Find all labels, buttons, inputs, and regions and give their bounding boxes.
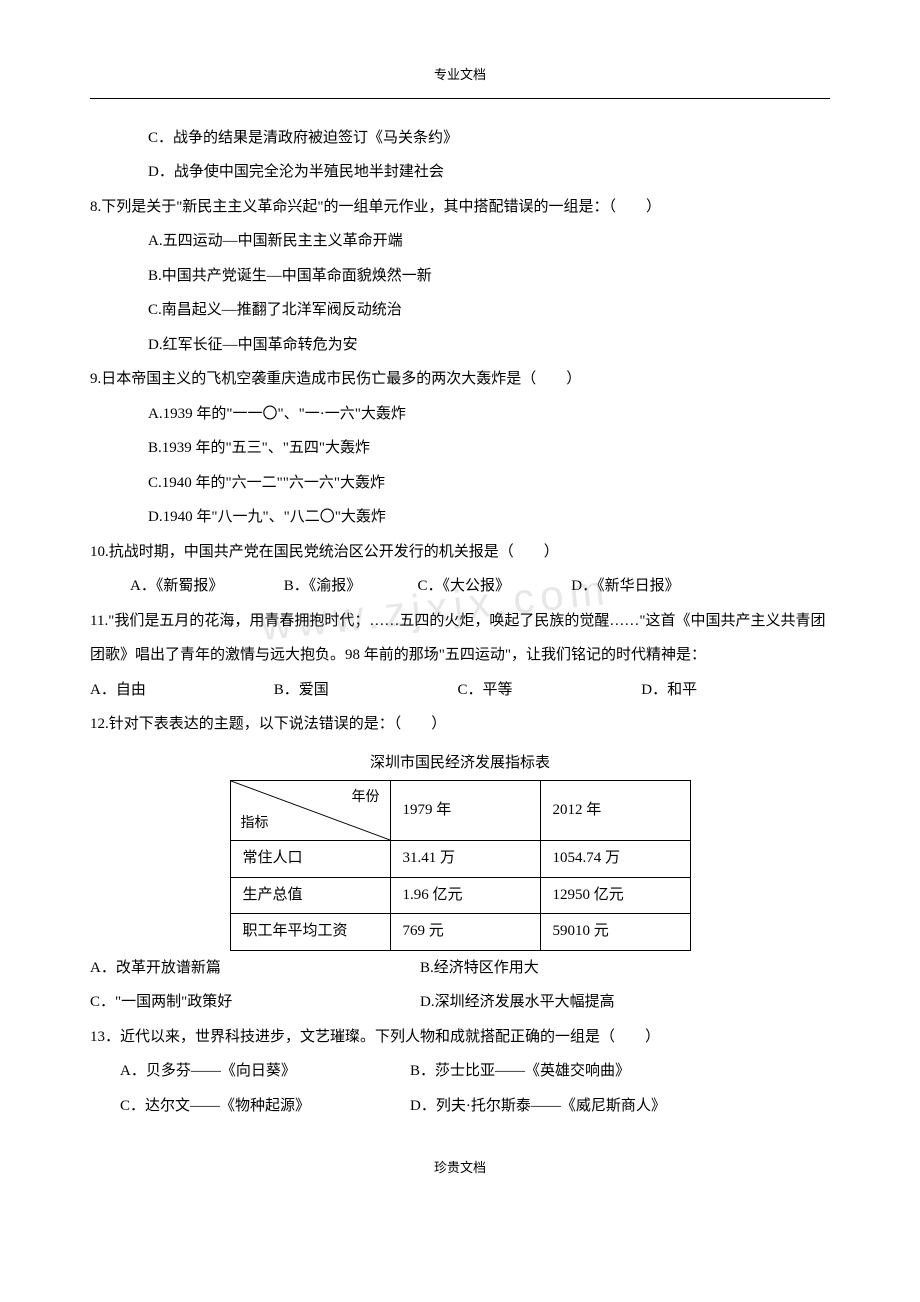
q8-stem: 8.下列是关于"新民主主义革命兴起"的一组单元作业，其中搭配错误的一组是：（ ） — [90, 190, 830, 225]
q10-option-b: B．《渝报》 — [284, 569, 414, 604]
q11-option-b: B．爱国 — [274, 673, 454, 708]
q9-option-c: C.1940 年的"六一二""六一六"大轰炸 — [90, 466, 830, 501]
q8-option-b: B.中国共产党诞生—中国革命面貌焕然一新 — [90, 259, 830, 294]
q11-stem: 11."我们是五月的花海，用青春拥抱时代；……五四的火炬，唤起了民族的觉醒……"… — [90, 604, 830, 673]
diag-bot-label: 指标 — [241, 809, 269, 838]
q7-option-d: D．战争使中国完全沦为半殖民地半封建社会 — [90, 155, 830, 190]
q13-stem: 13．近代以来，世界科技进步，文艺璀璨。下列人物和成就搭配正确的一组是（ ） — [90, 1020, 830, 1055]
q11-option-d: D．和平 — [641, 673, 697, 708]
diag-top-label: 年份 — [352, 783, 380, 812]
cell-value: 1.96 亿元 — [390, 877, 540, 914]
q10-option-c: C．《大公报》 — [418, 569, 568, 604]
diagonal-header-cell: 年份 指标 — [230, 781, 390, 841]
page-header: 专业文档 — [90, 60, 830, 90]
q12-options-row1: A．改革开放谱新篇 B.经济特区作用大 — [90, 951, 830, 986]
cell-value: 769 元 — [390, 914, 540, 951]
q8-option-d: D.红军长征—中国革命转危为安 — [90, 328, 830, 363]
q13-options-row1: A．贝多芬——《向日葵》 B．莎士比亚——《英雄交响曲》 — [90, 1054, 830, 1089]
q10-option-a: A．《新蜀报》 — [130, 569, 280, 604]
q10-option-d: D．《新华日报》 — [571, 569, 679, 604]
table-row: 生产总值 1.96 亿元 12950 亿元 — [230, 877, 690, 914]
q11-options: A．自由 B．爱国 C．平等 D．和平 — [90, 673, 830, 708]
q12-table: 年份 指标 1979 年 2012 年 常住人口 31.41 万 1054.74… — [230, 780, 691, 951]
q7-option-c: C．战争的结果是清政府被迫签订《马关条约》 — [90, 121, 830, 156]
cell-value: 59010 元 — [540, 914, 690, 951]
table-row: 职工年平均工资 769 元 59010 元 — [230, 914, 690, 951]
q9-stem: 9.日本帝国主义的飞机空袭重庆造成市民伤亡最多的两次大轰炸是（ ） — [90, 362, 830, 397]
table-row: 常住人口 31.41 万 1054.74 万 — [230, 841, 690, 878]
q12-table-title: 深圳市国民经济发展指标表 — [90, 746, 830, 781]
q12-option-d: D.深圳经济发展水平大幅提高 — [420, 985, 615, 1020]
q12-stem: 12.针对下表表达的主题，以下说法错误的是：（ ） — [90, 707, 830, 742]
q13-option-a: A．贝多芬——《向日葵》 — [120, 1054, 410, 1089]
q13-option-b: B．莎士比亚——《英雄交响曲》 — [410, 1054, 630, 1089]
q12-option-a: A．改革开放谱新篇 — [90, 951, 420, 986]
q11-option-a: A．自由 — [90, 673, 270, 708]
col-1979: 1979 年 — [390, 781, 540, 841]
page-footer: 珍贵文档 — [90, 1153, 830, 1183]
q12-option-c: C．"一国两制"政策好 — [90, 985, 420, 1020]
q10-options: A．《新蜀报》 B．《渝报》 C．《大公报》 D．《新华日报》 — [90, 569, 830, 604]
q12-options-row2: C．"一国两制"政策好 D.深圳经济发展水平大幅提高 — [90, 985, 830, 1020]
col-2012: 2012 年 — [540, 781, 690, 841]
q11-option-c: C．平等 — [458, 673, 638, 708]
q13-option-d: D．列夫·托尔斯泰——《威尼斯商人》 — [410, 1089, 666, 1124]
header-divider — [90, 98, 830, 99]
q9-option-d: D.1940 年"八一九"、"八二〇"大轰炸 — [90, 500, 830, 535]
cell-value: 1054.74 万 — [540, 841, 690, 878]
row-label: 常住人口 — [230, 841, 390, 878]
table-row: 年份 指标 1979 年 2012 年 — [230, 781, 690, 841]
q12-option-b: B.经济特区作用大 — [420, 951, 539, 986]
row-label: 生产总值 — [230, 877, 390, 914]
q13-option-c: C．达尔文——《物种起源》 — [120, 1089, 410, 1124]
q8-option-a: A.五四运动—中国新民主主义革命开端 — [90, 224, 830, 259]
q8-option-c: C.南昌起义—推翻了北洋军阀反动统治 — [90, 293, 830, 328]
q9-option-a: A.1939 年的"一一〇"、"一·一六"大轰炸 — [90, 397, 830, 432]
cell-value: 31.41 万 — [390, 841, 540, 878]
q10-stem: 10.抗战时期，中国共产党在国民党统治区公开发行的机关报是（ ） — [90, 535, 830, 570]
q9-option-b: B.1939 年的"五三"、"五四"大轰炸 — [90, 431, 830, 466]
cell-value: 12950 亿元 — [540, 877, 690, 914]
row-label: 职工年平均工资 — [230, 914, 390, 951]
q13-options-row2: C．达尔文——《物种起源》 D．列夫·托尔斯泰——《威尼斯商人》 — [90, 1089, 830, 1124]
